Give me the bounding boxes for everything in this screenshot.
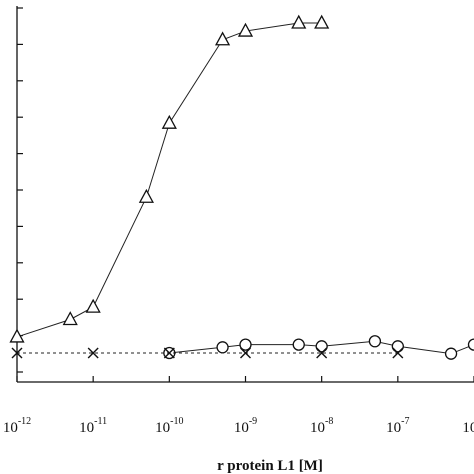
x-axis-title: r protein L1 [M]: [217, 458, 323, 474]
x-tick-label: 10-11: [79, 416, 107, 436]
triangle-point: [161, 114, 177, 129]
x-tick-label: 10-7: [386, 416, 409, 436]
x-tick-label: 10-9: [234, 416, 257, 436]
series-x: [11, 347, 404, 359]
y-axis-ticks: [17, 7, 23, 373]
series-triangle: [9, 14, 330, 343]
x-tick-label: 10-12: [3, 416, 31, 436]
series-line-triangle: [16, 22, 322, 338]
x-tick-label: 10-10: [155, 416, 183, 436]
x-point: [11, 347, 23, 359]
circle-point: [216, 341, 229, 354]
circle-point: [368, 335, 382, 348]
circle-point: [292, 338, 305, 351]
triangle-point: [214, 31, 231, 46]
circle-point: [467, 338, 474, 351]
circle-point: [391, 340, 404, 353]
series-layer: [9, 14, 474, 360]
triangle-point: [85, 298, 101, 313]
triangle-point: [62, 311, 78, 326]
circle-point: [239, 338, 252, 351]
x-point: [163, 347, 175, 359]
x-axis-ticks: [16, 376, 474, 382]
x-tick-label: 10-6: [462, 416, 474, 436]
triangle-point: [237, 22, 254, 37]
x-tick-label: 10-8: [310, 416, 333, 436]
x-point: [392, 347, 404, 359]
x-point: [316, 347, 328, 359]
x-point: [240, 347, 251, 359]
triangle-point: [291, 14, 307, 29]
triangle-point: [138, 188, 154, 203]
x-axis-tick-labels: 10-12 10-11 10-10 10-9 10-8 10-7 10-6: [3, 416, 474, 436]
triangle-point: [314, 14, 330, 29]
x-point: [87, 347, 99, 359]
circle-point: [444, 347, 458, 360]
circle-point: [315, 340, 328, 353]
triangle-point: [9, 328, 25, 343]
